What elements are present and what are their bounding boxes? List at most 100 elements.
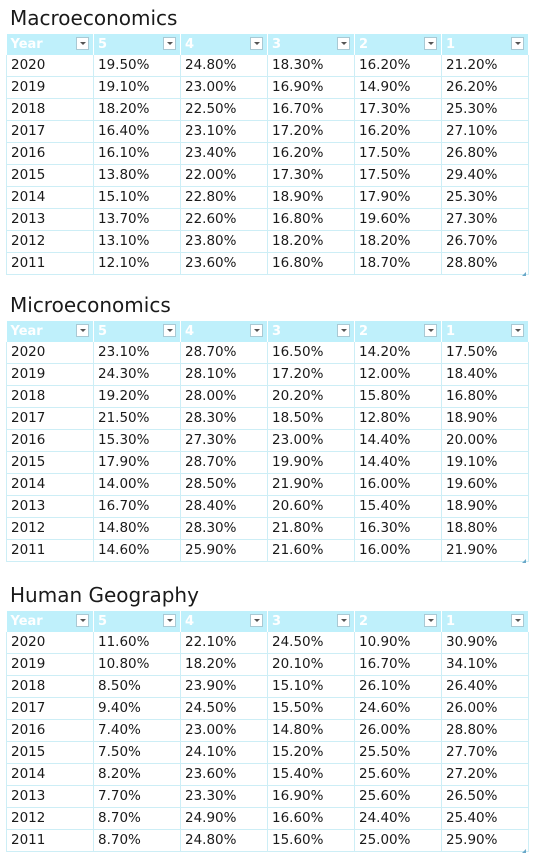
percentage-cell[interactable]: 34.10% [441,653,529,676]
percentage-cell[interactable]: 17.50% [441,342,529,364]
percentage-cell[interactable]: 15.30% [93,429,181,452]
percentage-cell[interactable]: 27.20% [441,763,529,786]
percentage-cell[interactable]: 11.60% [93,632,181,654]
filter-dropdown-icon[interactable] [250,614,263,627]
filter-dropdown-icon[interactable] [511,614,524,627]
percentage-cell[interactable]: 21.90% [267,473,355,496]
percentage-cell[interactable]: 17.50% [354,164,442,187]
percentage-cell[interactable]: 13.80% [93,164,181,187]
filter-dropdown-icon[interactable] [337,37,350,50]
percentage-cell[interactable]: 21.80% [267,517,355,540]
percentage-cell[interactable]: 28.50% [180,473,268,496]
year-cell[interactable]: 2014 [6,473,94,496]
percentage-cell[interactable]: 14.20% [354,342,442,364]
percentage-cell[interactable]: 16.70% [354,653,442,676]
percentage-cell[interactable]: 20.60% [267,495,355,518]
percentage-cell[interactable]: 19.50% [93,55,181,77]
column-header[interactable]: 4 [180,34,268,55]
percentage-cell[interactable]: 22.50% [180,98,268,121]
percentage-cell[interactable]: 12.10% [93,252,181,275]
table-resize-handle[interactable] [522,849,526,853]
column-header[interactable]: 3 [267,611,355,632]
year-cell[interactable]: 2015 [6,741,94,764]
percentage-cell[interactable]: 17.90% [354,186,442,209]
filter-dropdown-icon[interactable] [337,324,350,337]
table-resize-handle[interactable] [522,272,526,276]
percentage-cell[interactable]: 14.40% [354,429,442,452]
percentage-cell[interactable]: 25.90% [180,539,268,562]
percentage-cell[interactable]: 23.40% [180,142,268,165]
year-cell[interactable]: 2015 [6,164,94,187]
percentage-cell[interactable]: 16.60% [267,807,355,830]
column-header[interactable]: 5 [93,321,181,342]
percentage-cell[interactable]: 7.70% [93,785,181,808]
year-cell[interactable]: 2013 [6,785,94,808]
column-header[interactable]: 3 [267,321,355,342]
percentage-cell[interactable]: 19.10% [441,451,529,474]
percentage-cell[interactable]: 21.90% [441,539,529,562]
percentage-cell[interactable]: 15.20% [267,741,355,764]
percentage-cell[interactable]: 27.30% [180,429,268,452]
percentage-cell[interactable]: 18.30% [267,55,355,77]
percentage-cell[interactable]: 22.60% [180,208,268,231]
filter-dropdown-icon[interactable] [163,324,176,337]
year-cell[interactable]: 2018 [6,385,94,408]
percentage-cell[interactable]: 25.60% [354,763,442,786]
percentage-cell[interactable]: 22.00% [180,164,268,187]
percentage-cell[interactable]: 18.40% [441,363,529,386]
column-header[interactable]: 4 [180,321,268,342]
column-header[interactable]: 2 [354,34,442,55]
percentage-cell[interactable]: 25.40% [441,807,529,830]
percentage-cell[interactable]: 16.50% [267,342,355,364]
percentage-cell[interactable]: 13.70% [93,208,181,231]
percentage-cell[interactable]: 19.20% [93,385,181,408]
percentage-cell[interactable]: 23.60% [180,763,268,786]
percentage-cell[interactable]: 27.10% [441,120,529,143]
percentage-cell[interactable]: 20.10% [267,653,355,676]
percentage-cell[interactable]: 16.90% [267,76,355,99]
filter-dropdown-icon[interactable] [424,37,437,50]
percentage-cell[interactable]: 15.40% [354,495,442,518]
percentage-cell[interactable]: 15.10% [93,186,181,209]
year-cell[interactable]: 2017 [6,697,94,720]
percentage-cell[interactable]: 26.00% [441,697,529,720]
column-header[interactable]: 2 [354,611,442,632]
year-cell[interactable]: 2017 [6,120,94,143]
percentage-cell[interactable]: 18.70% [354,252,442,275]
percentage-cell[interactable]: 26.10% [354,675,442,698]
percentage-cell[interactable]: 16.80% [267,208,355,231]
filter-dropdown-icon[interactable] [76,324,89,337]
percentage-cell[interactable]: 15.40% [267,763,355,786]
percentage-cell[interactable]: 23.00% [180,76,268,99]
percentage-cell[interactable]: 17.30% [354,98,442,121]
percentage-cell[interactable]: 17.20% [267,120,355,143]
percentage-cell[interactable]: 28.80% [441,252,529,275]
percentage-cell[interactable]: 12.00% [354,363,442,386]
column-header[interactable]: Year [6,611,94,632]
year-cell[interactable]: 2018 [6,675,94,698]
percentage-cell[interactable]: 14.60% [93,539,181,562]
percentage-cell[interactable]: 16.80% [267,252,355,275]
percentage-cell[interactable]: 13.10% [93,230,181,253]
percentage-cell[interactable]: 7.50% [93,741,181,764]
year-cell[interactable]: 2012 [6,230,94,253]
percentage-cell[interactable]: 15.10% [267,675,355,698]
percentage-cell[interactable]: 17.20% [267,363,355,386]
year-cell[interactable]: 2011 [6,829,94,852]
percentage-cell[interactable]: 15.80% [354,385,442,408]
year-cell[interactable]: 2015 [6,451,94,474]
percentage-cell[interactable]: 28.70% [180,451,268,474]
percentage-cell[interactable]: 16.40% [93,120,181,143]
percentage-cell[interactable]: 8.70% [93,807,181,830]
year-cell[interactable]: 2013 [6,208,94,231]
percentage-cell[interactable]: 18.20% [267,230,355,253]
column-header[interactable]: Year [6,321,94,342]
year-cell[interactable]: 2014 [6,186,94,209]
percentage-cell[interactable]: 23.10% [93,342,181,364]
percentage-cell[interactable]: 26.50% [441,785,529,808]
column-header[interactable]: 1 [441,321,529,342]
percentage-cell[interactable]: 19.60% [354,208,442,231]
percentage-cell[interactable]: 16.70% [267,98,355,121]
percentage-cell[interactable]: 26.20% [441,76,529,99]
table-resize-handle[interactable] [522,559,526,563]
